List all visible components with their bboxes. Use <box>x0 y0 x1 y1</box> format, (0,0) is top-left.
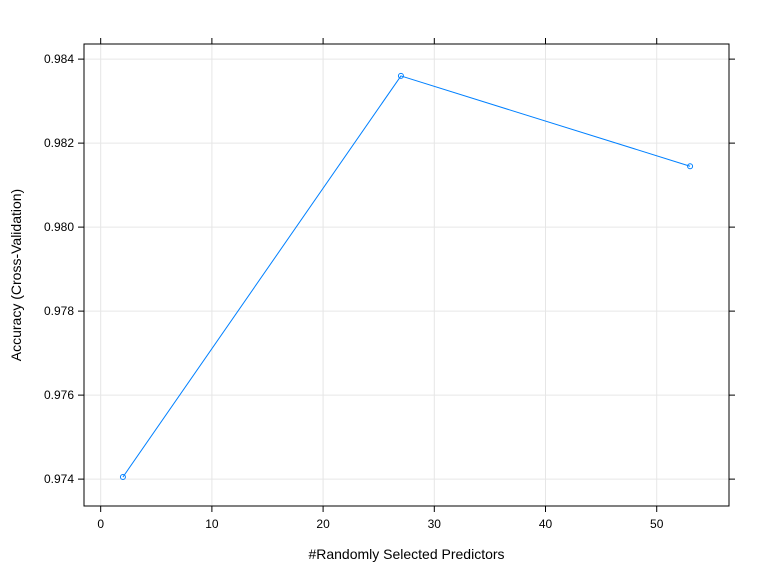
data-point <box>397 72 404 79</box>
y-tick-label: 0.974 <box>44 472 74 486</box>
x-tick-label: 0 <box>97 517 104 531</box>
x-tick-label: 10 <box>205 517 219 531</box>
axis-ticks: 0 10 20 30 40 50 0.974 0.976 0.978 0.980 0.982 0.98… <box>44 38 735 531</box>
x-tick-label: 30 <box>428 517 442 531</box>
plot-frame <box>83 43 730 507</box>
y-axis-title: Accuracy (Cross-Validation) <box>8 189 24 361</box>
y-tick-label: 0.976 <box>44 388 74 402</box>
y-tick-label: 0.978 <box>44 304 74 318</box>
x-axis-title: #Randomly Selected Predictors <box>308 546 504 562</box>
y-tick-label: 0.980 <box>44 220 74 234</box>
data-point <box>687 163 694 170</box>
series-line <box>122 75 691 478</box>
series-layer <box>119 72 694 481</box>
x-tick-label: 50 <box>650 517 664 531</box>
grid-lines <box>84 44 729 506</box>
x-tick-label: 20 <box>316 517 330 531</box>
y-tick-label: 0.984 <box>44 52 74 66</box>
x-tick-label: 40 <box>539 517 553 531</box>
data-point <box>119 474 126 481</box>
y-tick-label: 0.982 <box>44 136 74 150</box>
